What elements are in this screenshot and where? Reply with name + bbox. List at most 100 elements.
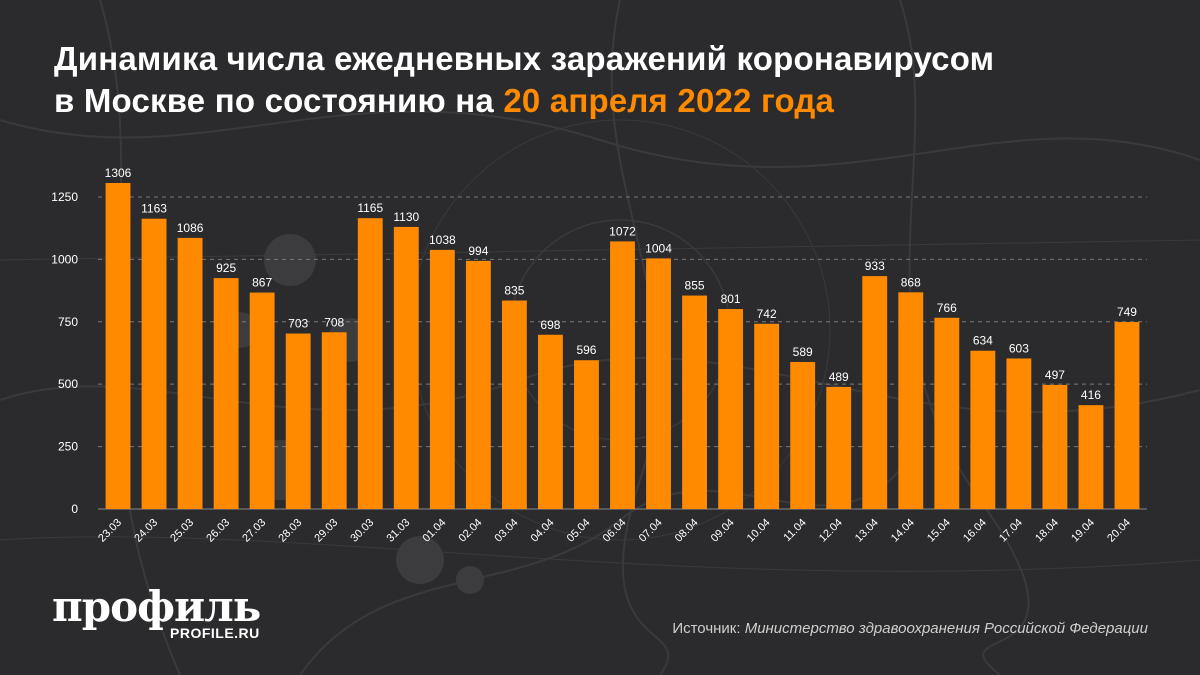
x-tick-label: 02.04 — [457, 517, 485, 545]
x-tick-label: 07.04 — [637, 517, 665, 545]
source-note: Источник: Министерство здравоохранения Р… — [672, 620, 1148, 637]
data-label: 708 — [324, 315, 344, 329]
bar — [610, 241, 635, 509]
data-label: 596 — [576, 343, 596, 357]
data-label: 1038 — [429, 233, 456, 247]
x-tick-label: 01.04 — [420, 517, 448, 545]
y-tick-label: 250 — [58, 440, 78, 454]
bar — [862, 276, 888, 509]
chart-title: Динамика числа ежедневных заражений коро… — [54, 38, 994, 122]
data-label: 994 — [468, 244, 488, 258]
data-label: 703 — [288, 317, 308, 331]
x-tick-label: 15.04 — [925, 517, 953, 545]
bar — [1006, 358, 1032, 509]
bar — [898, 292, 924, 509]
data-label: 698 — [540, 318, 560, 332]
x-tick-label: 29.03 — [312, 517, 340, 545]
bar — [934, 317, 960, 509]
bar — [790, 361, 816, 509]
bar — [465, 260, 491, 509]
x-tick-label: 17.04 — [997, 517, 1025, 545]
bar — [574, 360, 599, 509]
data-label: 868 — [901, 275, 921, 289]
x-tick-label: 16.04 — [961, 517, 989, 545]
data-label: 1004 — [645, 241, 672, 255]
x-tick-label: 20.04 — [1105, 517, 1133, 545]
title-date-accent: 20 апреля 2022 года — [503, 82, 835, 119]
data-label: 766 — [937, 301, 957, 315]
x-tick-label: 23.03 — [96, 517, 124, 545]
bar — [754, 323, 780, 509]
bar — [357, 218, 383, 509]
data-label: 867 — [252, 276, 272, 290]
x-tick-label: 13.04 — [853, 517, 881, 545]
data-label: 1130 — [393, 210, 419, 224]
x-tick-label: 26.03 — [204, 517, 232, 545]
logo-url: PROFILE.RU — [170, 625, 260, 641]
x-tick-label: 27.03 — [240, 517, 268, 545]
bar — [1114, 322, 1140, 509]
y-tick-label: 1250 — [51, 190, 78, 204]
logo-wordmark: профиль — [52, 582, 261, 631]
bar — [1078, 405, 1104, 509]
bars — [105, 182, 1140, 510]
data-label: 925 — [216, 261, 236, 275]
data-labels: 1306 1163 1086 925 867 703 708 1165 1130 1038 994 8… — [105, 166, 1138, 402]
x-tick-label: 28.03 — [276, 517, 304, 545]
data-label: 1165 — [357, 201, 383, 215]
x-axis-ticks: 23.03 24.03 25.03 26.03 27.03 28.03 29.03 30.03… — [96, 517, 1133, 545]
data-label: 497 — [1045, 368, 1065, 382]
bar — [393, 226, 419, 509]
x-tick-label: 11.04 — [781, 517, 808, 544]
data-label: 1072 — [609, 224, 636, 238]
y-tick-label: 1000 — [51, 252, 78, 266]
y-tick-label: 0 — [71, 502, 78, 516]
bar — [141, 218, 167, 510]
data-label: 742 — [757, 307, 777, 321]
data-label: 835 — [504, 284, 524, 298]
data-label: 634 — [973, 334, 993, 348]
x-tick-label: 30.03 — [348, 517, 376, 545]
data-label: 589 — [793, 345, 813, 359]
x-tick-label: 08.04 — [673, 517, 701, 545]
bar — [718, 309, 744, 509]
x-tick-label: 04.04 — [529, 517, 557, 545]
data-label: 489 — [829, 370, 849, 384]
x-tick-label: 19.04 — [1069, 517, 1097, 545]
data-label: 801 — [721, 292, 741, 306]
x-tick-label: 10.04 — [745, 517, 773, 545]
bar — [826, 386, 852, 509]
bar — [970, 350, 996, 509]
bar — [177, 237, 203, 509]
bar — [249, 292, 275, 509]
bar — [1042, 384, 1068, 509]
bar — [285, 333, 311, 509]
y-axis-ticks: 0 250 500 750 1000 1250 — [51, 190, 78, 516]
data-label: 603 — [1009, 341, 1029, 355]
bar — [537, 334, 563, 509]
x-tick-label: 12.04 — [817, 517, 845, 545]
bar — [501, 300, 527, 509]
title-line-2: в Москве по состоянию на — [54, 82, 504, 119]
x-tick-label: 06.04 — [601, 517, 629, 545]
source-name: Министерство здравоохранения Российской … — [744, 620, 1148, 637]
bar — [682, 295, 708, 509]
data-label: 1163 — [141, 202, 167, 216]
bar — [429, 249, 455, 509]
x-tick-label: 09.04 — [709, 517, 737, 545]
data-label: 749 — [1117, 305, 1137, 319]
x-tick-label: 05.04 — [565, 517, 593, 545]
profile-logo[interactable]: профиль PROFILE.RU — [52, 582, 261, 642]
data-label: 416 — [1081, 388, 1101, 402]
data-label: 933 — [865, 259, 885, 273]
bar — [213, 278, 239, 509]
y-tick-label: 750 — [58, 315, 78, 329]
bar — [321, 332, 347, 509]
bar — [646, 258, 671, 509]
x-tick-label: 18.04 — [1033, 517, 1061, 545]
x-tick-label: 31.03 — [384, 517, 412, 545]
source-label: Источник: — [672, 620, 745, 637]
x-tick-label: 14.04 — [889, 517, 917, 545]
data-label: 1306 — [105, 166, 132, 180]
